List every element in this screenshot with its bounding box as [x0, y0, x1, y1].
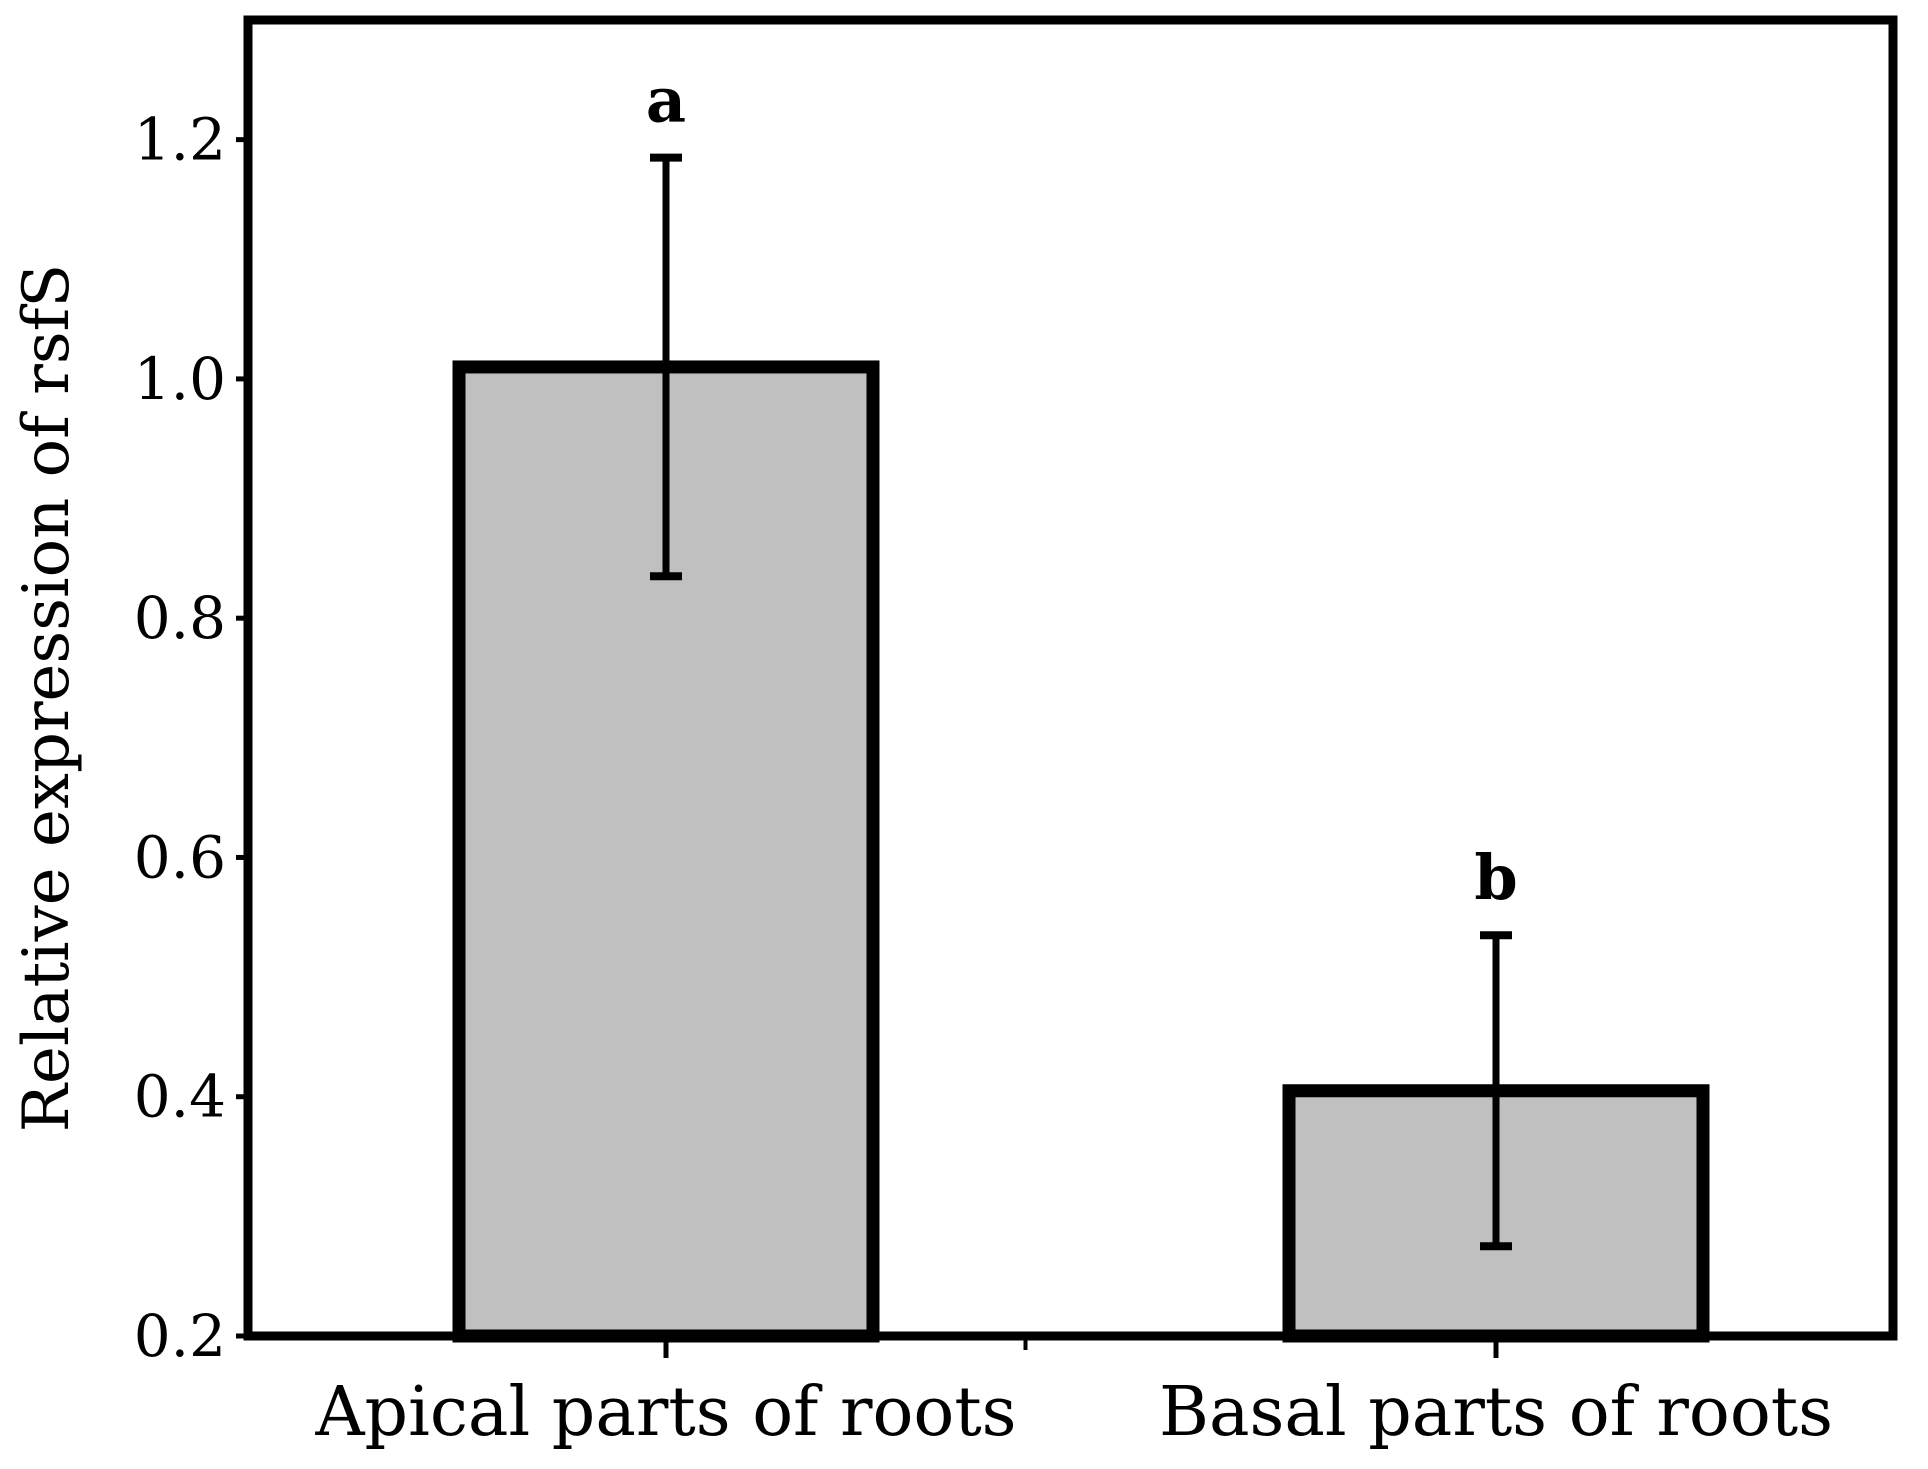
y-tick-label: 0.4	[134, 1063, 226, 1131]
y-tick-label: 0.8	[134, 584, 226, 652]
y-tick-label: 1.2	[134, 106, 226, 174]
ticks-layer	[236, 137, 1499, 1358]
x-tick-label: Apical parts of roots	[314, 1373, 1016, 1452]
x-tick-label: Basal parts of roots	[1159, 1373, 1833, 1452]
significance-letter: b	[1474, 841, 1517, 914]
error-bar-2	[1480, 931, 1512, 1251]
labels-layer: 0.2 0.4 0.6 0.8 1.0 1.2 Apical parts of roots B…	[10, 64, 1833, 1452]
error-bars-layer	[650, 153, 1512, 1251]
y-tick-label: 0.6	[134, 823, 226, 891]
plot-frame	[243, 15, 1898, 1341]
y-tick-label: 0.2	[134, 1302, 226, 1370]
y-tick-label: 1.0	[134, 345, 226, 413]
plot-frame-layer	[243, 15, 1898, 1341]
significance-letter: a	[646, 64, 686, 137]
y-axis-label: Relative expression of rsfS	[10, 264, 84, 1132]
error-bar-1	[650, 153, 682, 581]
